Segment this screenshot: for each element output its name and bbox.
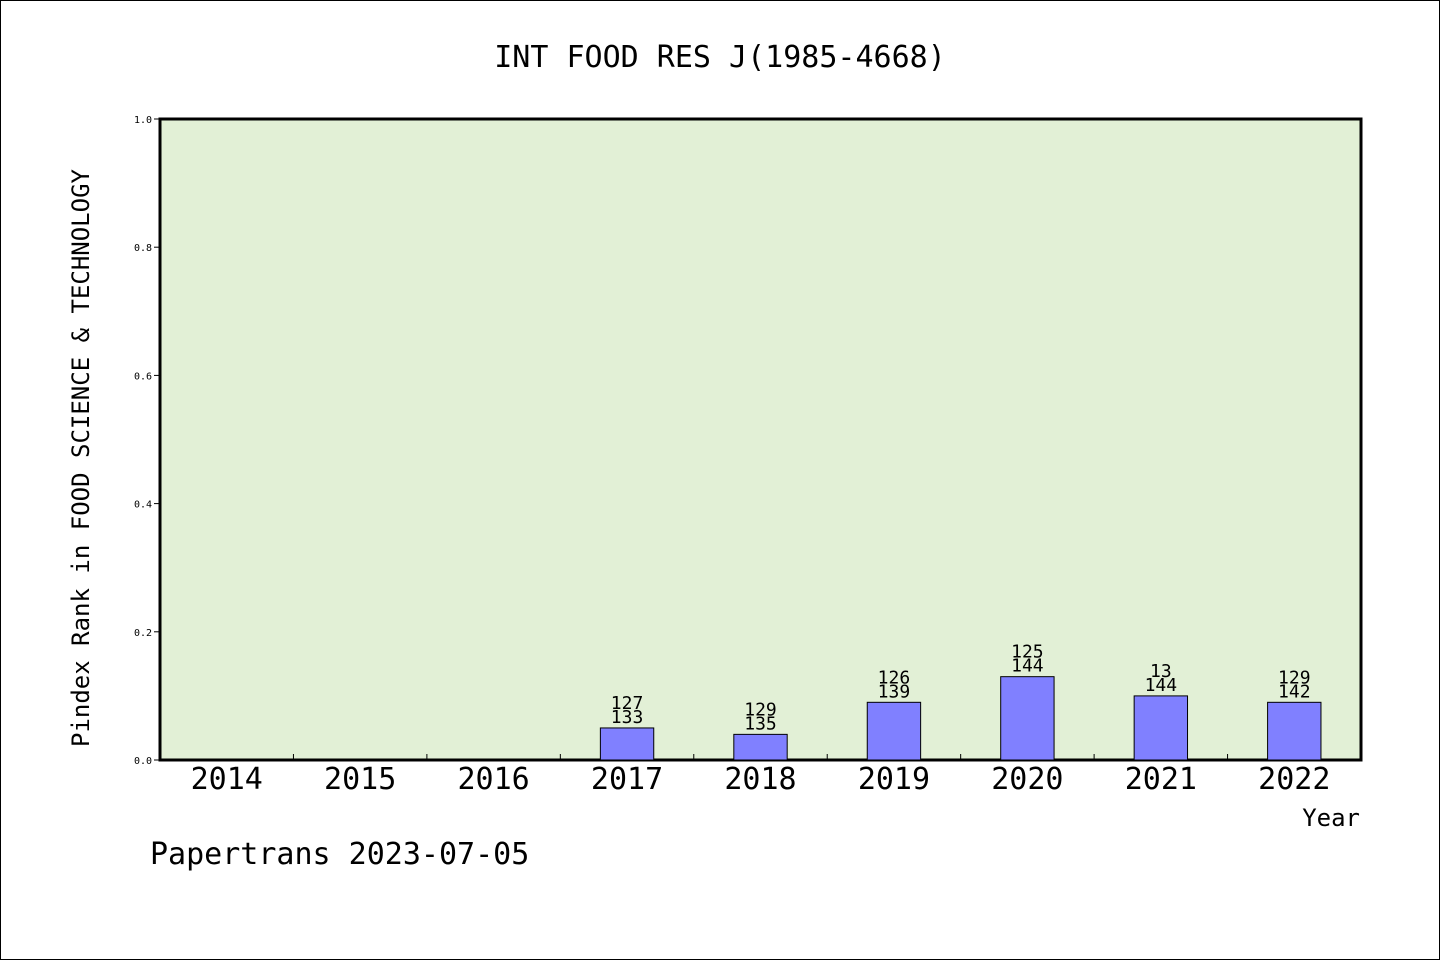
x-axis-label: Year (1302, 804, 1360, 832)
bar-label-top: 129 (1278, 667, 1311, 688)
y-axis-label: Pindex Rank in FOOD SCIENCE & TECHNOLOGY (67, 168, 95, 747)
y-tick-label: 0.8 (134, 243, 152, 254)
bar-label-bottom: 139 (878, 681, 911, 702)
bar-label-top: 127 (611, 693, 644, 714)
x-tick-label: 2020 (991, 762, 1063, 797)
y-axis-ticks: 0.0 0.2 0.4 0.6 0.8 1.0 (134, 115, 160, 767)
x-tick-label: 2021 (1125, 762, 1197, 797)
x-tick-label: 2015 (324, 762, 396, 797)
bar-label-top: 125 (1011, 642, 1044, 663)
chart-title: INT FOOD RES J(1985-4668) (494, 40, 946, 75)
x-axis-ticks: 2014 2015 2016 2017 2018 2019 2020 2021 2022 (191, 754, 1330, 797)
bar (866, 701, 922, 761)
plot-area (158, 117, 1363, 762)
bar (733, 733, 788, 761)
y-tick-label: 0.0 (134, 756, 152, 767)
bar-label-bottom: 144 (1145, 675, 1178, 696)
x-tick-label: 2019 (858, 762, 930, 797)
x-tick-label: 2018 (724, 762, 796, 797)
bar (599, 727, 655, 761)
bar (1000, 676, 1055, 761)
x-tick-label: 2014 (191, 762, 263, 797)
bar-label-bottom: 133 (611, 707, 644, 728)
bar-label-top: 126 (878, 667, 911, 688)
x-tick-label: 2017 (591, 762, 663, 797)
bar (1267, 701, 1322, 761)
bar-label-top: 13 (1150, 661, 1172, 682)
bar (1133, 695, 1189, 761)
y-tick-label: 0.6 (134, 371, 152, 382)
bar-series (599, 676, 1322, 761)
y-tick-label: 0.2 (134, 628, 152, 639)
bar-label-bottom: 135 (744, 713, 777, 734)
y-tick-label: 0.4 (134, 500, 152, 511)
bar-label-top: 129 (744, 699, 777, 720)
bar-label-bottom: 142 (1278, 681, 1311, 702)
footer-credit: Papertrans 2023-07-05 (150, 837, 529, 872)
y-tick-label: 1.0 (134, 115, 152, 126)
bar-label-bottom: 144 (1011, 656, 1044, 677)
x-tick-label: 2022 (1258, 762, 1330, 797)
x-tick-label: 2016 (457, 762, 529, 797)
